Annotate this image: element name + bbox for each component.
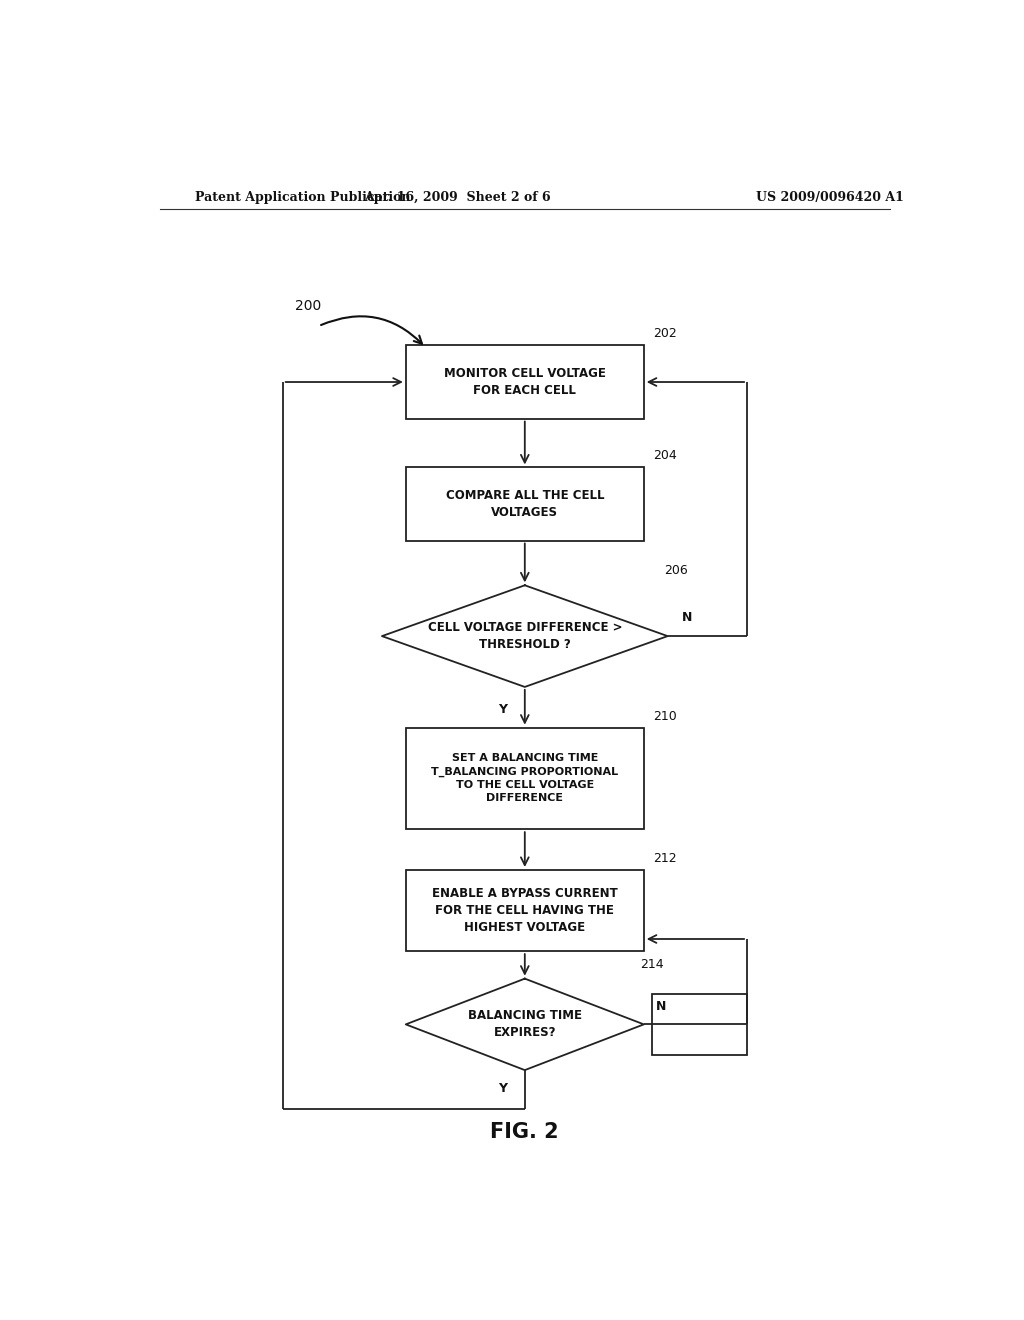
Polygon shape bbox=[406, 978, 644, 1071]
Text: MONITOR CELL VOLTAGE
FOR EACH CELL: MONITOR CELL VOLTAGE FOR EACH CELL bbox=[443, 367, 606, 397]
Polygon shape bbox=[382, 585, 668, 686]
Text: CELL VOLTAGE DIFFERENCE >
THRESHOLD ?: CELL VOLTAGE DIFFERENCE > THRESHOLD ? bbox=[428, 622, 622, 651]
Text: N: N bbox=[682, 611, 692, 624]
Text: FIG. 2: FIG. 2 bbox=[490, 1122, 559, 1142]
Text: US 2009/0096420 A1: US 2009/0096420 A1 bbox=[757, 190, 904, 203]
Text: 214: 214 bbox=[640, 957, 664, 970]
Text: Apr. 16, 2009  Sheet 2 of 6: Apr. 16, 2009 Sheet 2 of 6 bbox=[364, 190, 551, 203]
Bar bbox=[406, 870, 644, 952]
Text: Patent Application Publication: Patent Application Publication bbox=[196, 190, 411, 203]
Text: 212: 212 bbox=[653, 851, 677, 865]
Text: ENABLE A BYPASS CURRENT
FOR THE CELL HAVING THE
HIGHEST VOLTAGE: ENABLE A BYPASS CURRENT FOR THE CELL HAV… bbox=[432, 887, 617, 935]
Text: Y: Y bbox=[498, 702, 507, 715]
Bar bbox=[406, 727, 644, 829]
Bar bbox=[406, 467, 644, 541]
Text: 200: 200 bbox=[295, 298, 321, 313]
Text: 204: 204 bbox=[653, 449, 677, 462]
Text: SET A BALANCING TIME
T_BALANCING PROPORTIONAL
TO THE CELL VOLTAGE
DIFFERENCE: SET A BALANCING TIME T_BALANCING PROPORT… bbox=[431, 754, 618, 804]
Text: 210: 210 bbox=[653, 710, 677, 722]
Text: 202: 202 bbox=[653, 327, 677, 341]
Text: 206: 206 bbox=[664, 564, 687, 577]
Text: BALANCING TIME
EXPIRES?: BALANCING TIME EXPIRES? bbox=[468, 1010, 582, 1039]
Text: COMPARE ALL THE CELL
VOLTAGES: COMPARE ALL THE CELL VOLTAGES bbox=[445, 488, 604, 519]
Bar bbox=[406, 346, 644, 418]
Text: Y: Y bbox=[498, 1082, 507, 1094]
Text: N: N bbox=[656, 999, 667, 1012]
Bar bbox=[652, 994, 748, 1055]
